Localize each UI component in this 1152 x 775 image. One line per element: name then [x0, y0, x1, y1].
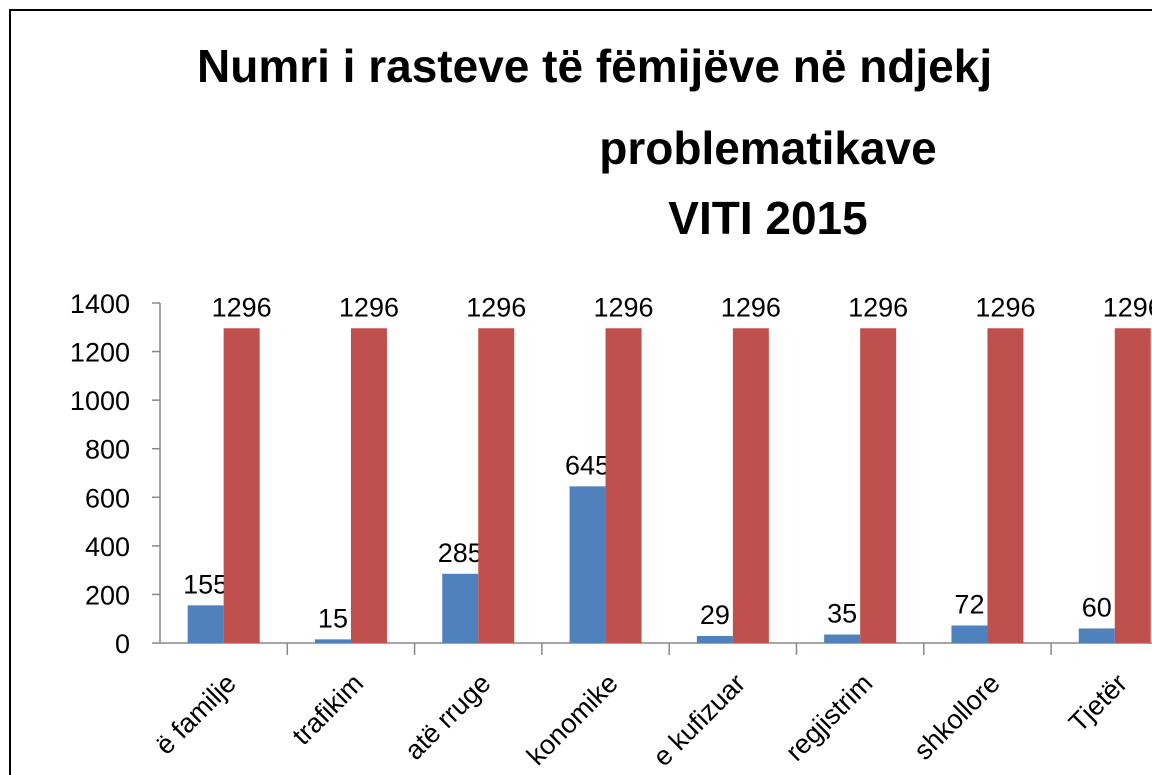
chart-title: problematikave [599, 122, 936, 174]
bar [569, 486, 606, 643]
data-label: 29 [700, 600, 730, 630]
bar [605, 328, 642, 643]
chart-title: VITI 2015 [668, 192, 867, 244]
bar [187, 605, 224, 643]
y-tick-label: 1400 [70, 289, 130, 319]
data-label: 1296 [466, 292, 526, 322]
bar [314, 639, 351, 643]
bar [350, 328, 387, 643]
bar [824, 634, 861, 643]
data-label: 15 [318, 603, 348, 633]
data-label: 1296 [848, 292, 908, 322]
data-label: 1296 [594, 292, 654, 322]
data-label: 1296 [975, 292, 1035, 322]
bar [1078, 628, 1115, 643]
bar [732, 328, 769, 643]
data-label: 60 [1082, 592, 1112, 622]
data-label: 1296 [212, 292, 272, 322]
y-tick-label: 400 [85, 532, 130, 562]
y-tick-label: 1000 [70, 386, 130, 416]
bar [442, 573, 479, 643]
data-label: 285 [438, 538, 483, 568]
bar [987, 328, 1024, 643]
chart-frame [9, 9, 1152, 775]
data-label: 155 [183, 569, 228, 599]
bar [696, 635, 733, 643]
y-tick-label: 0 [115, 629, 130, 659]
y-tick-label: 800 [85, 435, 130, 465]
data-label: 35 [827, 599, 857, 629]
bar [223, 328, 260, 643]
bar [1114, 328, 1151, 643]
data-label: 1296 [339, 292, 399, 322]
y-tick-label: 200 [85, 580, 130, 610]
bar [478, 328, 515, 643]
chart-title: Numri i rasteve të fëmijëve në ndjekj [197, 40, 992, 92]
y-tick-label: 600 [85, 483, 130, 513]
data-label: 645 [565, 450, 610, 480]
data-label: 1296 [721, 292, 781, 322]
data-label: 72 [954, 590, 984, 620]
bar [951, 625, 988, 643]
bar [860, 328, 897, 643]
data-label: 1296 [1103, 292, 1152, 322]
y-tick-label: 1200 [70, 338, 130, 368]
